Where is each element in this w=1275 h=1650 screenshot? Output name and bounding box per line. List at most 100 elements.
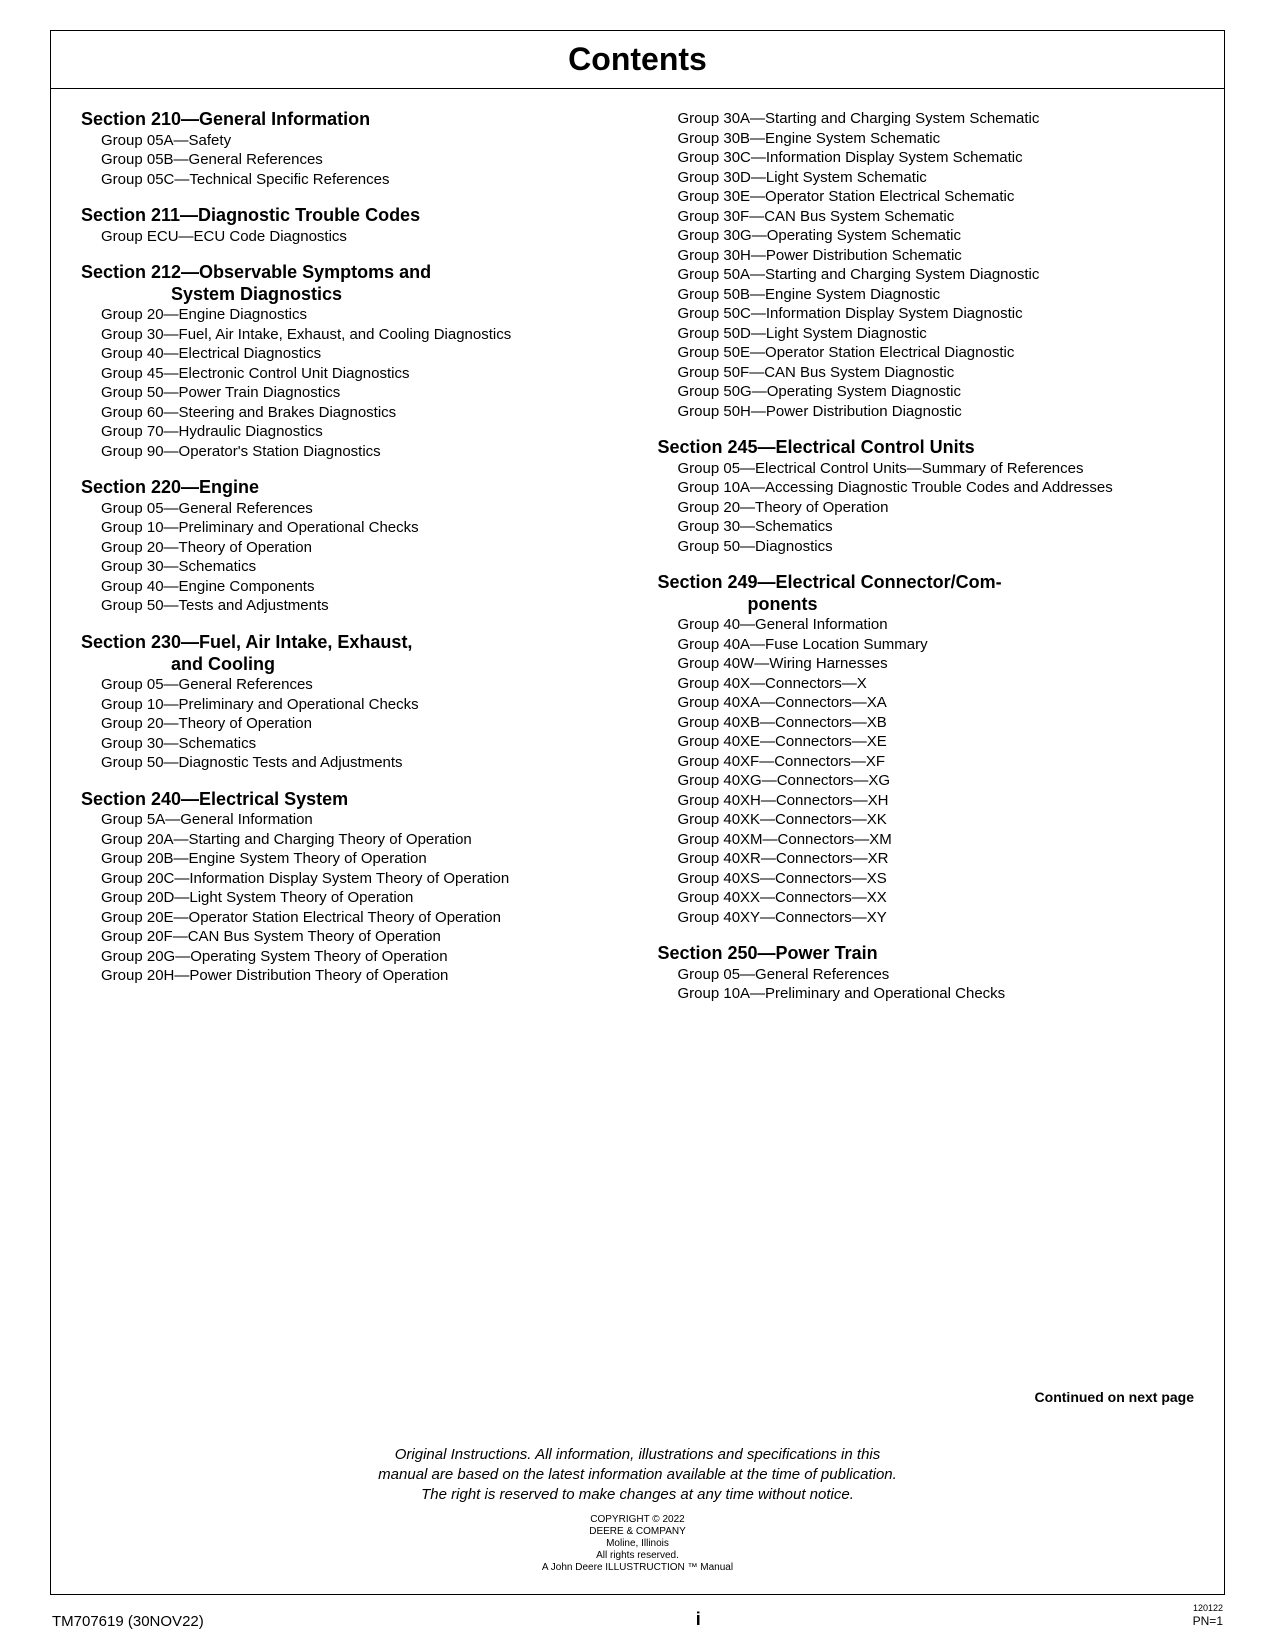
copyright-line: Moline, Illinois [81,1538,1194,1550]
toc-group: Group 20C—Information Display System The… [81,869,618,889]
toc-section: Section 250—Power TrainGroup 05—General … [658,943,1195,1004]
toc-group: Group 30—Fuel, Air Intake, Exhaust, and … [81,325,618,345]
copyright-line: COPYRIGHT © 2022 [81,1514,1194,1526]
toc-section: Section 212—Observable Symptoms andSyste… [81,262,618,461]
section-title: Section 220—Engine [81,477,618,499]
toc-group: Group 05—Electrical Control Units—Summar… [658,459,1195,479]
section-title: Section 245—Electrical Control Units [658,437,1195,459]
toc-section: Section 245—Electrical Control UnitsGrou… [658,437,1195,556]
page: Contents Section 210—General Information… [0,0,1275,1650]
content-box: Section 210—General InformationGroup 05A… [50,88,1225,1595]
toc-group: Group 40XS—Connectors—XS [658,869,1195,889]
section-title-continuation: System Diagnostics [81,284,618,306]
toc-group: Group 40XE—Connectors—XE [658,732,1195,752]
section-title: Section 240—Electrical System [81,789,618,811]
footer-pn: PN=1 [1193,1614,1223,1630]
toc-group: Group 40XA—Connectors—XA [658,693,1195,713]
disclaimer-line: Original Instructions. All information, … [81,1445,1194,1465]
toc-group: Group 30H—Power Distribution Schematic [658,246,1195,266]
toc-group: Group 50—Power Train Diagnostics [81,383,618,403]
toc-group: Group 05A—Safety [81,131,618,151]
toc-group: Group 20G—Operating System Theory of Ope… [81,947,618,967]
toc-group: Group 50—Diagnostic Tests and Adjustment… [81,753,618,773]
toc-group: Group 40—Engine Components [81,577,618,597]
toc-section: Section 249—Electrical Connector/Com-pon… [658,572,1195,927]
toc-group: Group 40XH—Connectors—XH [658,791,1195,811]
toc-group: Group 05—General References [81,499,618,519]
toc-group: Group 40XB—Connectors—XB [658,713,1195,733]
toc-section: Section 240—Electrical SystemGroup 5A—Ge… [81,789,618,986]
toc-group: Group 05C—Technical Specific References [81,170,618,190]
toc-group: Group 50H—Power Distribution Diagnostic [658,402,1195,422]
toc-group: Group 20—Engine Diagnostics [81,305,618,325]
title-bar: Contents [50,30,1225,88]
toc-group: Group 40XR—Connectors—XR [658,849,1195,869]
section-title: Section 230—Fuel, Air Intake, Exhaust, [81,632,618,654]
toc-group: Group 40XG—Connectors—XG [658,771,1195,791]
continued-notice: Continued on next page [81,1389,1194,1405]
toc-group: Group 10A—Preliminary and Operational Ch… [658,984,1195,1004]
copyright: COPYRIGHT © 2022 DEERE & COMPANY Moline,… [81,1514,1194,1574]
section-title: Section 212—Observable Symptoms and [81,262,618,284]
toc-section: Section 210—General InformationGroup 05A… [81,109,618,189]
toc-group: Group 20H—Power Distribution Theory of O… [81,966,618,986]
section-title-continuation: ponents [658,594,1195,616]
toc-group: Group 50D—Light System Diagnostic [658,324,1195,344]
toc-group: Group 30B—Engine System Schematic [658,129,1195,149]
toc-group: Group 40—Electrical Diagnostics [81,344,618,364]
toc-group: Group 40XF—Connectors—XF [658,752,1195,772]
toc-group: Group 50G—Operating System Diagnostic [658,382,1195,402]
toc-group: Group 30—Schematics [81,557,618,577]
toc-group: Group 90—Operator's Station Diagnostics [81,442,618,462]
toc-group: Group 30—Schematics [81,734,618,754]
toc-group: Group 50A—Starting and Charging System D… [658,265,1195,285]
disclaimer-line: manual are based on the latest informati… [81,1465,1194,1485]
copyright-line: A John Deere ILLUSTRUCTION ™ Manual [81,1562,1194,1574]
section-title: Section 249—Electrical Connector/Com- [658,572,1195,594]
toc-group: Group 50F—CAN Bus System Diagnostic [658,363,1195,383]
toc-group: Group 30F—CAN Bus System Schematic [658,207,1195,227]
disclaimer: Original Instructions. All information, … [81,1445,1194,1506]
toc-group: Group 30C—Information Display System Sch… [658,148,1195,168]
toc-group: Group 10A—Accessing Diagnostic Trouble C… [658,478,1195,498]
copyright-line: All rights reserved. [81,1550,1194,1562]
toc-group: Group 50E—Operator Station Electrical Di… [658,343,1195,363]
section-title-continuation: and Cooling [81,654,618,676]
footer: TM707619 (30NOV22) i 120122 PN=1 [50,1595,1225,1630]
toc-group: Group 20—Theory of Operation [81,714,618,734]
toc-group: Group 05—General References [658,965,1195,985]
toc-group: Group 60—Steering and Brakes Diagnostics [81,403,618,423]
toc-group: Group 50B—Engine System Diagnostic [658,285,1195,305]
toc-group: Group 10—Preliminary and Operational Che… [81,695,618,715]
left-column: Section 210—General InformationGroup 05A… [81,109,618,1369]
toc-group: Group 10—Preliminary and Operational Che… [81,518,618,538]
page-title: Contents [51,41,1224,78]
toc-group: Group 70—Hydraulic Diagnostics [81,422,618,442]
footer-right: 120122 PN=1 [1193,1603,1223,1630]
footer-page-number: i [696,1609,701,1630]
toc-group: Group ECU—ECU Code Diagnostics [81,227,618,247]
footer-small: 120122 [1193,1603,1223,1615]
toc-group: Group 05—General References [81,675,618,695]
toc-group: Group 20—Theory of Operation [658,498,1195,518]
toc-group: Group 30—Schematics [658,517,1195,537]
toc-group: Group 30G—Operating System Schematic [658,226,1195,246]
toc-group: Group 20B—Engine System Theory of Operat… [81,849,618,869]
toc-group: Group 40XM—Connectors—XM [658,830,1195,850]
toc-group: Group 20D—Light System Theory of Operati… [81,888,618,908]
disclaimer-line: The right is reserved to make changes at… [81,1485,1194,1505]
copyright-line: DEERE & COMPANY [81,1526,1194,1538]
toc-group: Group 40W—Wiring Harnesses [658,654,1195,674]
toc-group: Group 20E—Operator Station Electrical Th… [81,908,618,928]
footer-left: TM707619 (30NOV22) [52,1613,204,1630]
toc-group: Group 5A—General Information [81,810,618,830]
toc-group: Group 40X—Connectors—X [658,674,1195,694]
toc-section: Section 211—Diagnostic Trouble CodesGrou… [81,205,618,246]
toc-group: Group 20F—CAN Bus System Theory of Opera… [81,927,618,947]
toc-group: Group 50C—Information Display System Dia… [658,304,1195,324]
toc-group: Group 05B—General References [81,150,618,170]
columns: Section 210—General InformationGroup 05A… [81,109,1194,1369]
toc-group: Group 30D—Light System Schematic [658,168,1195,188]
toc-group: Group 40XK—Connectors—XK [658,810,1195,830]
toc-group: Group 40—General Information [658,615,1195,635]
